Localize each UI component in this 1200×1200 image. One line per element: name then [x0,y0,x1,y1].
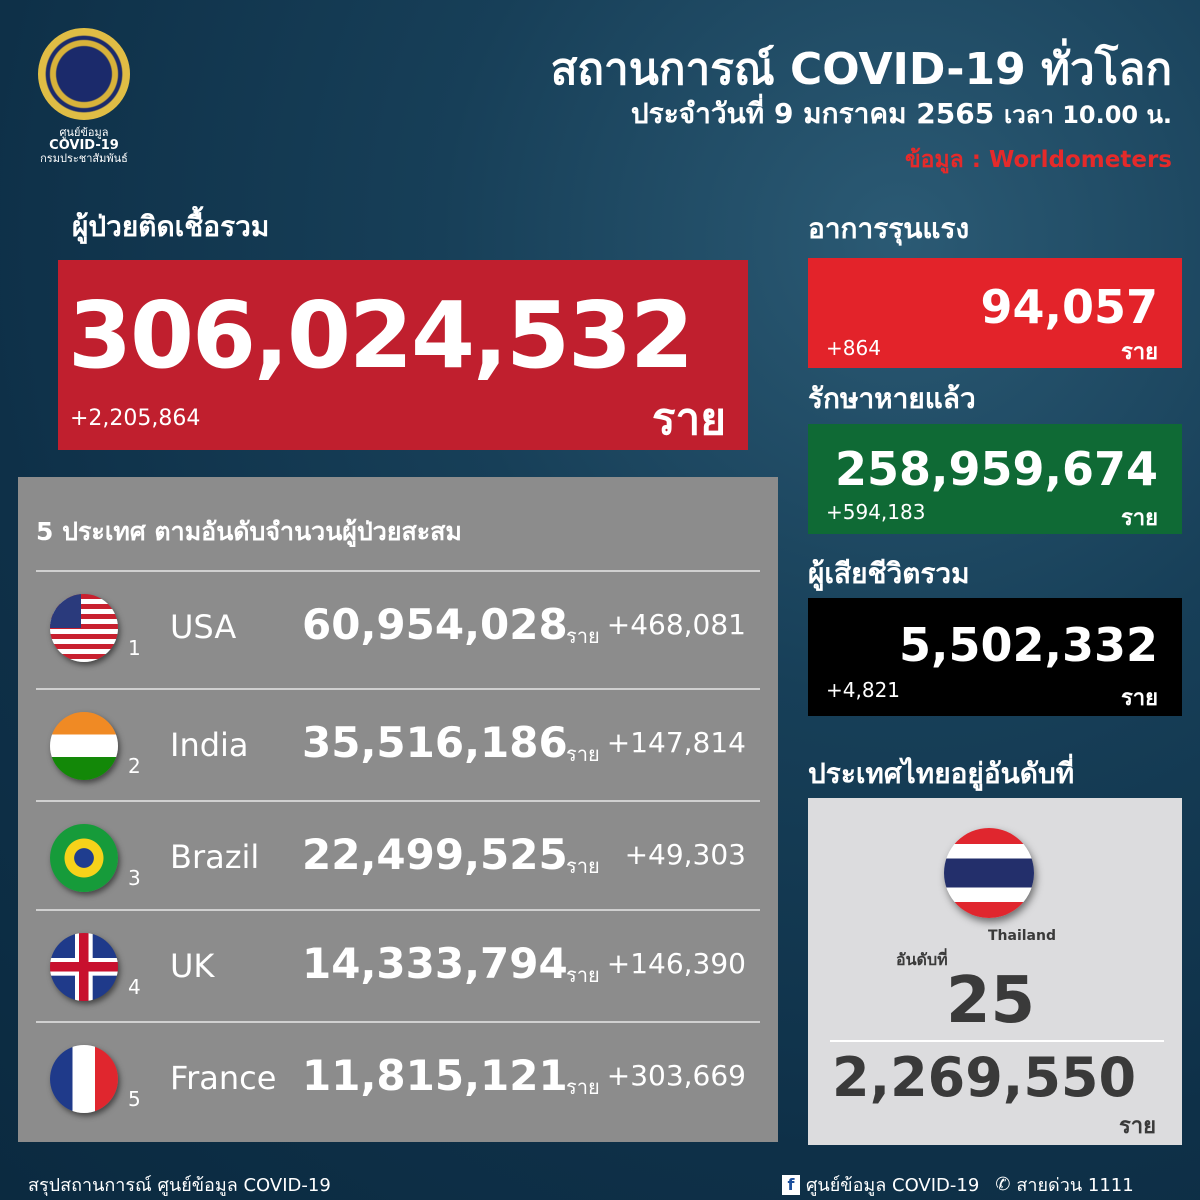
top5-title: 5 ประเทศ ตามอันดับจำนวนผู้ป่วยสะสม [36,517,462,546]
thailand-rank: 25 [946,964,1036,1038]
deaths-increase: +4,821 [826,678,901,702]
country-unit: ราย [566,742,600,766]
deaths-value: 5,502,332 [899,618,1158,672]
date-line: ประจำวันที่ 9 มกราคม 2565 เวลา 10.00 น. [631,92,1172,136]
deaths-label: ผู้เสียชีวิตรวม [808,557,970,590]
country-row: 3 Brazil 22,499,525 ราย +49,303 [36,800,760,912]
total-value: 306,024,532 [68,282,694,389]
data-source: ข้อมูล : Worldometers [904,147,1172,173]
date: ประจำวันที่ 9 มกราคม 2565 [630,97,995,130]
thailand-card: Thailand อันดับที่ 25 2,269,550 ราย [808,798,1182,1145]
country-name: Brazil [170,838,260,876]
total-cases-card: 306,024,532 +2,205,864 ราย [58,260,748,450]
uk-flag-icon [50,933,118,1001]
country-unit: ราย [566,854,600,878]
footer-contact: f ศูนย์ข้อมูล COVID-19 ✆ สายด่วน 1111 [782,1170,1134,1199]
rank: 4 [128,975,141,999]
deaths-unit: ราย [1120,686,1158,711]
country-increase: +468,081 [606,608,746,641]
severe-label: อาการรุนแรง [808,212,970,245]
country-cases: 14,333,794 [302,939,568,988]
thailand-country: Thailand [988,928,1056,944]
thailand-value: 2,269,550 [832,1046,1137,1109]
severe-unit: ราย [1120,340,1158,365]
country-cases: 60,954,028 [302,600,568,649]
country-increase: +49,303 [624,838,746,871]
rank: 3 [128,866,141,890]
country-row: 5 France 11,815,121 ราย +303,669 [36,1021,760,1133]
country-name: UK [170,947,215,985]
thailand-rank-label: อันดับที่ [896,950,948,969]
top5-panel: 5 ประเทศ ตามอันดับจำนวนผู้ป่วยสะสม 1 USA… [18,477,778,1142]
country-name: France [170,1059,277,1097]
phone-icon: ✆ [995,1174,1011,1195]
usa-flag-icon [50,594,118,662]
country-unit: ราย [566,1075,600,1099]
country-name: USA [170,608,237,646]
thailand-flag-icon [944,828,1034,918]
thailand-label: ประเทศไทยอยู่อันดับที่ [808,757,1075,790]
logo-text: ศูนย์ข้อมูล COVID-19 กรมประชาสัมพันธ์ [20,126,148,165]
country-row: 4 UK 14,333,794 ราย +146,390 [36,909,760,1021]
total-label: ผู้ป่วยติดเชื้อรวม [72,210,270,243]
country-increase: +146,390 [606,947,746,980]
rank: 1 [128,636,141,660]
country-cases: 11,815,121 [302,1051,568,1100]
facebook-icon: f [782,1174,800,1195]
severe-increase: +864 [826,336,881,360]
hotline: สายด่วน 1111 [1016,1175,1134,1196]
country-name: India [170,726,249,764]
country-cases: 22,499,525 [302,830,568,879]
recovered-increase: +594,183 [826,500,926,524]
country-row: 1 USA 60,954,028 ราย +468,081 [36,570,760,682]
rank: 2 [128,754,141,778]
total-increase: +2,205,864 [70,406,201,431]
country-increase: +303,669 [606,1059,746,1092]
country-unit: ราย [566,963,600,987]
total-unit: ราย [651,394,726,445]
country-cases: 35,516,186 [302,718,568,767]
logo-line2: COVID-19 [49,138,119,153]
footer-credit: สรุปสถานการณ์ ศูนย์ข้อมูล COVID-19 [28,1175,331,1196]
deaths-card: 5,502,332 +4,821 ราย [808,598,1182,716]
india-flag-icon [50,712,118,780]
recovered-unit: ราย [1120,506,1158,531]
facebook-page: ศูนย์ข้อมูล COVID-19 [806,1175,980,1196]
recovered-label: รักษาหายแล้ว [808,382,976,415]
logo-line3: กรมประชาสัมพันธ์ [40,152,128,165]
recovered-value: 258,959,674 [834,442,1158,496]
country-unit: ราย [566,624,600,648]
france-flag-icon [50,1045,118,1113]
country-increase: +147,814 [606,726,746,759]
page-title: สถานการณ์ COVID-19 ทั่วโลก [550,44,1172,95]
severe-card: 94,057 +864 ราย [808,258,1182,368]
time: เวลา 10.00 น. [1003,101,1172,129]
logo-line1: ศูนย์ข้อมูล [59,126,109,139]
severe-value: 94,057 [980,280,1158,334]
rank: 5 [128,1087,141,1111]
brazil-flag-icon [50,824,118,892]
thailand-unit: ราย [1118,1114,1156,1139]
country-row: 2 India 35,516,186 ราย +147,814 [36,688,760,800]
government-seal-logo [38,28,130,120]
recovered-card: 258,959,674 +594,183 ราย [808,424,1182,534]
